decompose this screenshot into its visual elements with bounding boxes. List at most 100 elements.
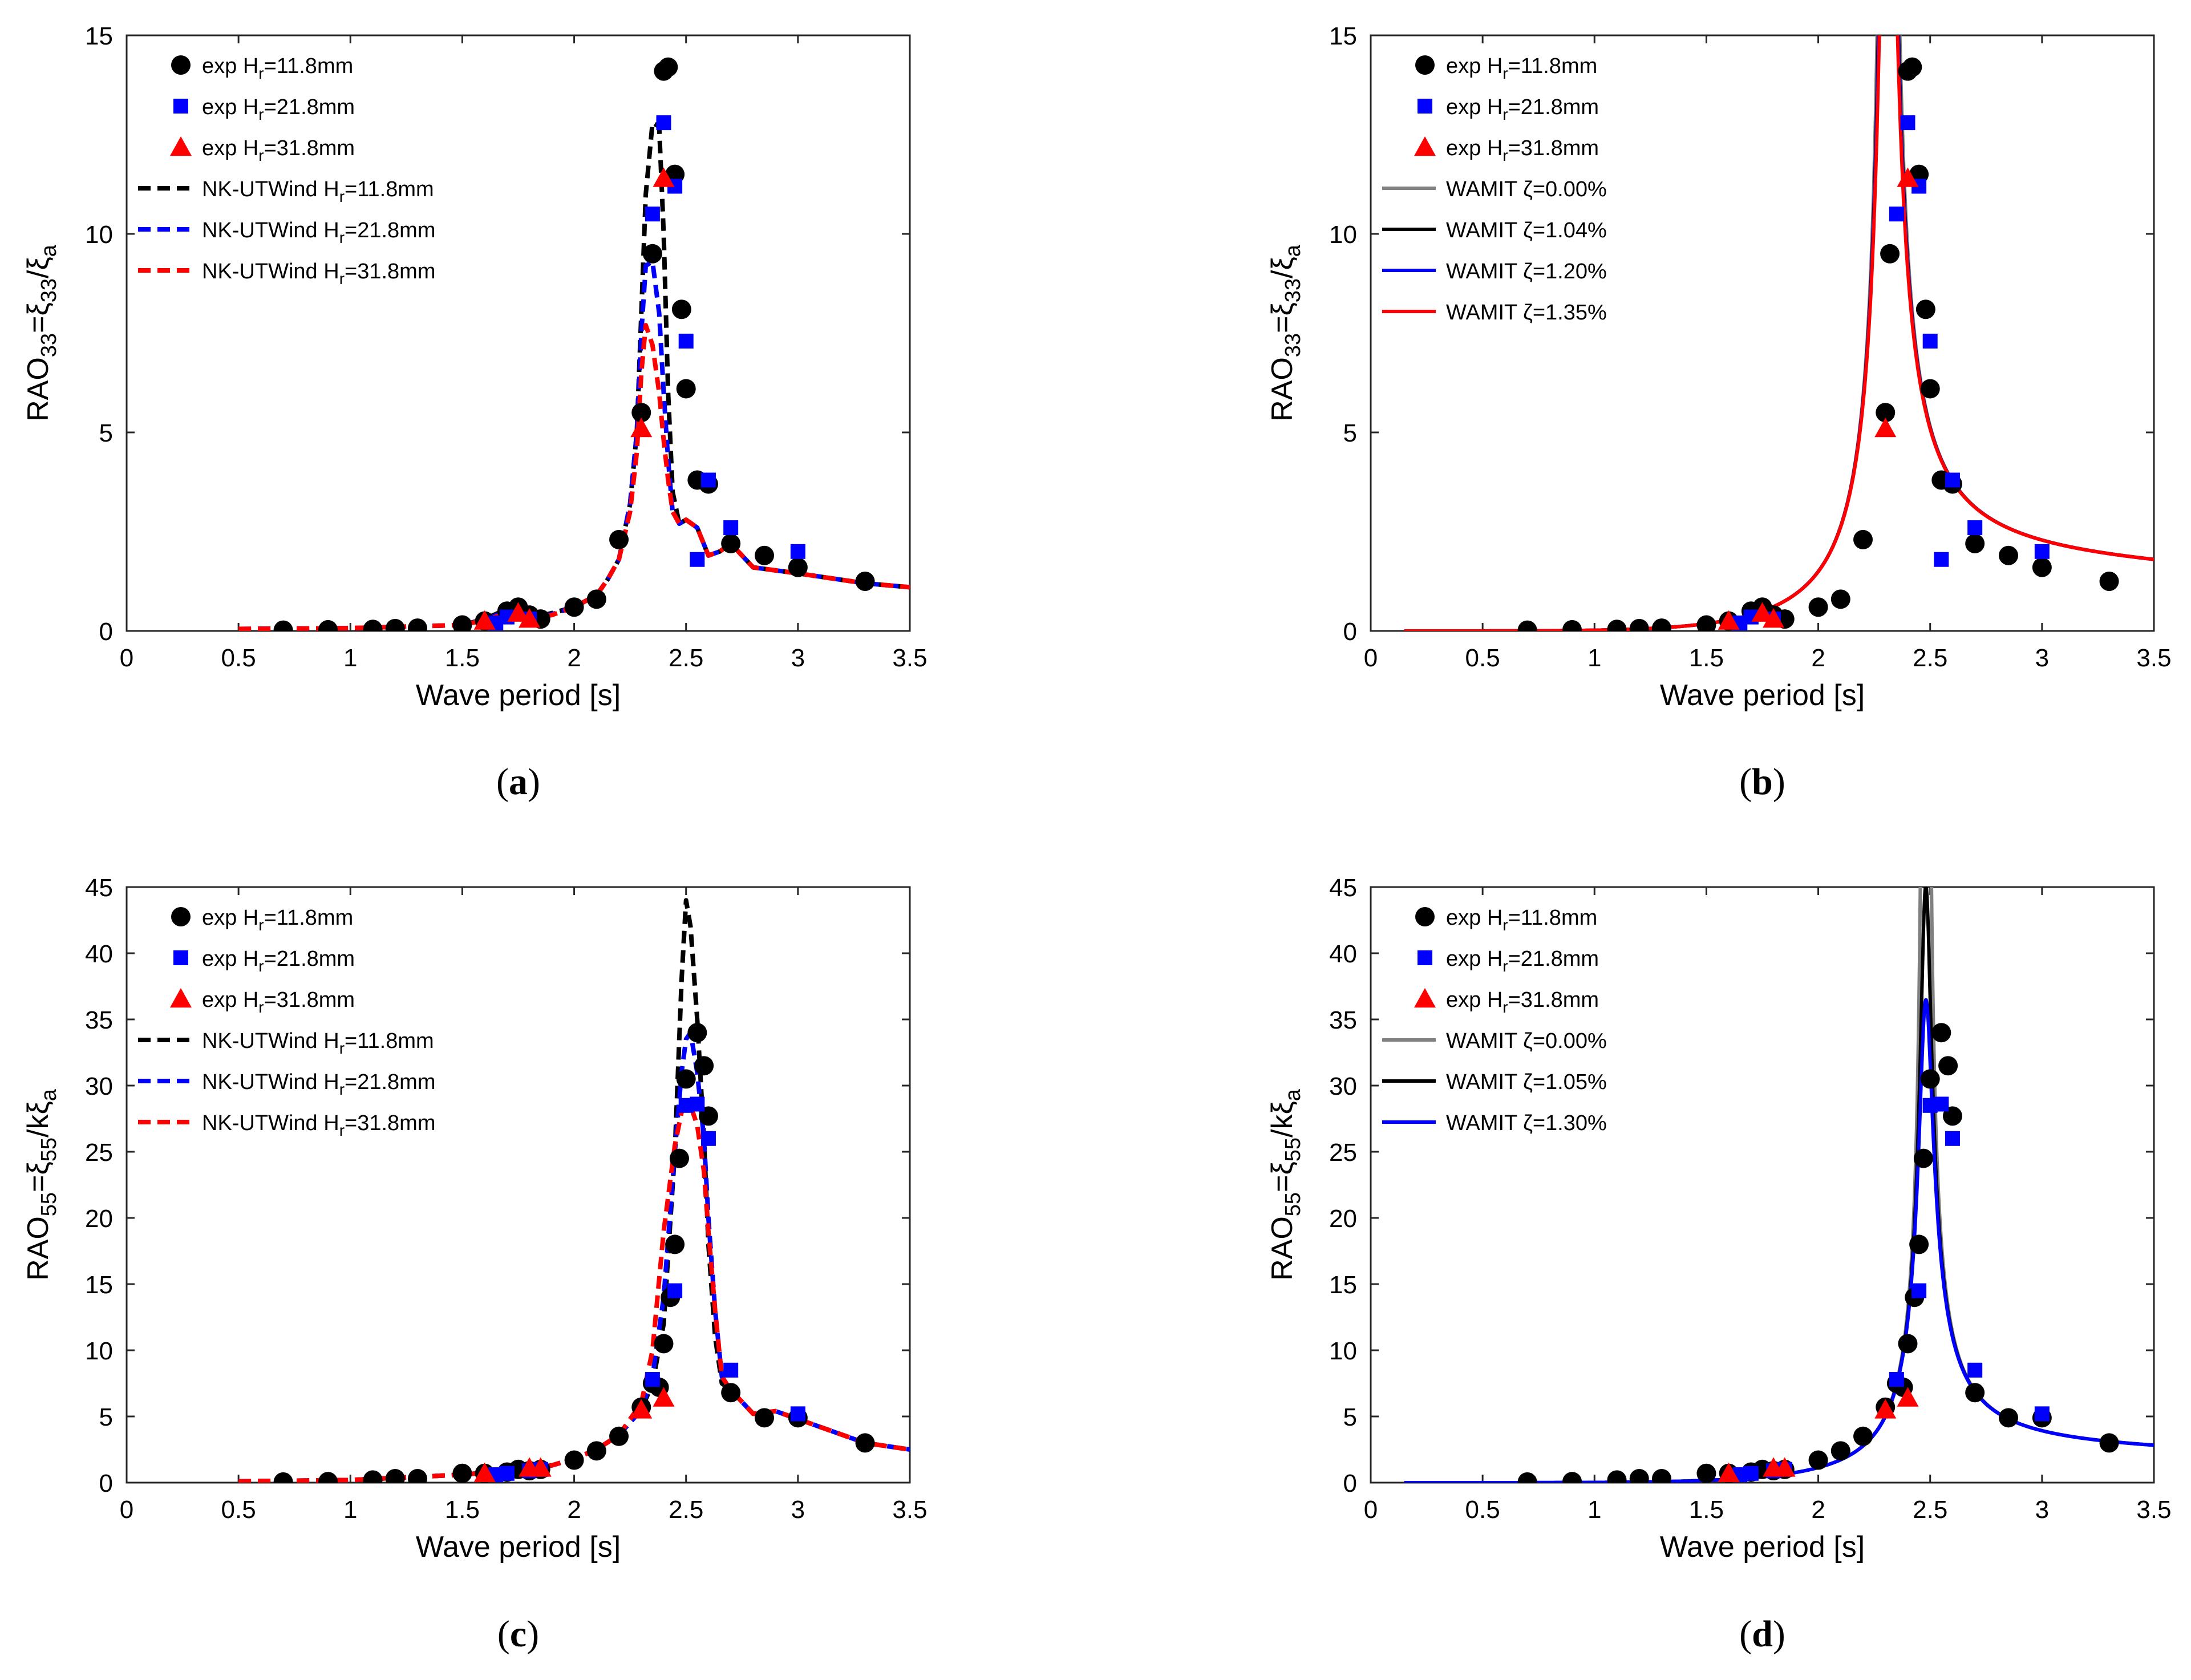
- data-point: [1880, 244, 1900, 264]
- axes-box: [1370, 886, 2155, 1484]
- x-tick-label: 2: [1811, 1496, 1825, 1524]
- data-point: [1696, 615, 1716, 631]
- data-point: [1874, 418, 1897, 438]
- data-point: [564, 1450, 584, 1470]
- legend-item: WAMIT ζ=1.35%: [1382, 301, 1607, 325]
- data-point: [1562, 1472, 1582, 1483]
- panel-caption: (c): [497, 1613, 539, 1655]
- y-tick-label: 5: [1343, 1403, 1357, 1431]
- data-point: [755, 545, 775, 565]
- series-line: [1403, 887, 2154, 1483]
- legend-label: exp Hr=31.8mm: [1446, 988, 1599, 1016]
- legend-swatch: [171, 907, 191, 926]
- panel-caption: (d): [1739, 1613, 1785, 1655]
- data-point: [1965, 533, 1985, 553]
- series-line: [238, 323, 910, 631]
- data-point: [721, 1383, 741, 1403]
- legend-label: NK-UTWind Hr=31.8mm: [202, 260, 435, 288]
- data-point: [1934, 1096, 1949, 1112]
- legend-label: exp Hr=11.8mm: [1446, 54, 1597, 82]
- legend-item: exp Hr=11.8mm: [171, 54, 353, 82]
- data-point: [499, 1466, 515, 1481]
- data-point: [1911, 1283, 1927, 1298]
- legend-item: WAMIT ζ=1.05%: [1382, 1070, 1607, 1094]
- data-point: [1967, 1362, 1983, 1378]
- data-point: [473, 610, 496, 630]
- data-point: [1876, 403, 1896, 423]
- y-tick-label: 10: [85, 221, 113, 249]
- data-point: [665, 1234, 685, 1254]
- y-tick-label: 40: [85, 940, 113, 968]
- data-point: [1945, 1131, 1960, 1146]
- y-tick-label: 0: [1343, 618, 1357, 646]
- x-tick-label: 2.5: [1913, 644, 1947, 672]
- y-axis: 0 5 10 15: [1329, 22, 2154, 646]
- data-point: [1922, 333, 1938, 349]
- plot-area: [1403, 35, 2154, 631]
- legend-label: WAMIT ζ=0.00%: [1446, 1029, 1607, 1053]
- data-point: [1853, 1426, 1873, 1446]
- data-point: [1629, 618, 1649, 631]
- data-point: [676, 379, 696, 399]
- data-point: [694, 1056, 714, 1076]
- legend-item: NK-UTWind Hr=11.8mm: [138, 1029, 434, 1057]
- legend-swatch: [1414, 988, 1436, 1008]
- x-tick-label: 2: [1811, 644, 1825, 672]
- data-point: [690, 552, 705, 567]
- data-point: [667, 1283, 683, 1298]
- legend-item: exp Hr=11.8mm: [1415, 906, 1597, 934]
- data-point: [723, 520, 739, 536]
- data-point: [790, 544, 805, 559]
- x-tick-label: 3: [791, 1496, 805, 1524]
- data-point: [1743, 1466, 1759, 1481]
- legend-label: exp Hr=21.8mm: [1446, 947, 1599, 975]
- y-tick-label: 35: [85, 1006, 113, 1034]
- data-point: [273, 620, 293, 631]
- legend-swatch: [1415, 55, 1435, 75]
- data-point: [1853, 529, 1873, 549]
- x-tick-label: 1: [1587, 1496, 1601, 1524]
- data-point: [1931, 1023, 1951, 1043]
- data-point: [1718, 1462, 1740, 1482]
- data-point: [1889, 1372, 1904, 1387]
- data-point: [1751, 602, 1773, 622]
- y-axis: 0 5 10 15: [85, 22, 910, 646]
- panel-b: 0 0.5 1 1.5 2 2.5 3 3.5 Wave period [s] 0 5 10 15 RAO…: [1266, 22, 2172, 803]
- x-axis-label: Wave period [s]: [416, 1531, 621, 1564]
- data-point: [653, 167, 675, 187]
- y-tick-label: 0: [99, 618, 113, 646]
- legend-item: exp Hr=31.8mm: [170, 136, 355, 164]
- data-point: [1900, 115, 1915, 131]
- legend-item: NK-UTWind Hr=11.8mm: [138, 177, 434, 205]
- data-point: [1517, 1472, 1537, 1483]
- data-point: [1965, 1383, 1985, 1403]
- data-point: [1718, 610, 1740, 630]
- data-point: [363, 1470, 383, 1483]
- legend-item: WAMIT ζ=1.30%: [1382, 1111, 1607, 1135]
- x-tick-label: 0: [1364, 644, 1378, 672]
- legend-label: exp Hr=11.8mm: [202, 54, 353, 82]
- y-tick-label: 0: [1343, 1470, 1357, 1497]
- data-point: [363, 620, 383, 631]
- legend: exp Hr=11.8mm exp Hr=21.8mm exp Hr=31.8mm W…: [1382, 906, 1607, 1135]
- data-point: [1808, 1450, 1828, 1470]
- legend-item: exp Hr=31.8mm: [1414, 136, 1599, 164]
- data-point: [1999, 545, 2019, 565]
- legend-item: exp Hr=11.8mm: [1415, 54, 1597, 82]
- y-tick-label: 15: [85, 22, 113, 50]
- x-axis: 0 0.5 1 1.5 2 2.5 3 3.5: [120, 35, 928, 672]
- x-tick-label: 3.5: [2136, 1496, 2171, 1524]
- x-tick-label: 2.5: [669, 644, 703, 672]
- legend-swatch: [173, 950, 188, 965]
- legend-swatch: [1415, 907, 1435, 926]
- data-point: [586, 1441, 606, 1461]
- data-point: [2034, 544, 2050, 559]
- data-point: [690, 1096, 705, 1112]
- y-tick-label: 30: [1329, 1072, 1357, 1100]
- y-tick-label: 5: [99, 419, 113, 447]
- y-tick-label: 10: [1329, 1337, 1357, 1365]
- legend-swatch: [173, 99, 188, 114]
- y-tick-label: 0: [99, 1470, 113, 1497]
- legend-label: exp Hr=31.8mm: [202, 136, 355, 164]
- data-point: [630, 1399, 653, 1419]
